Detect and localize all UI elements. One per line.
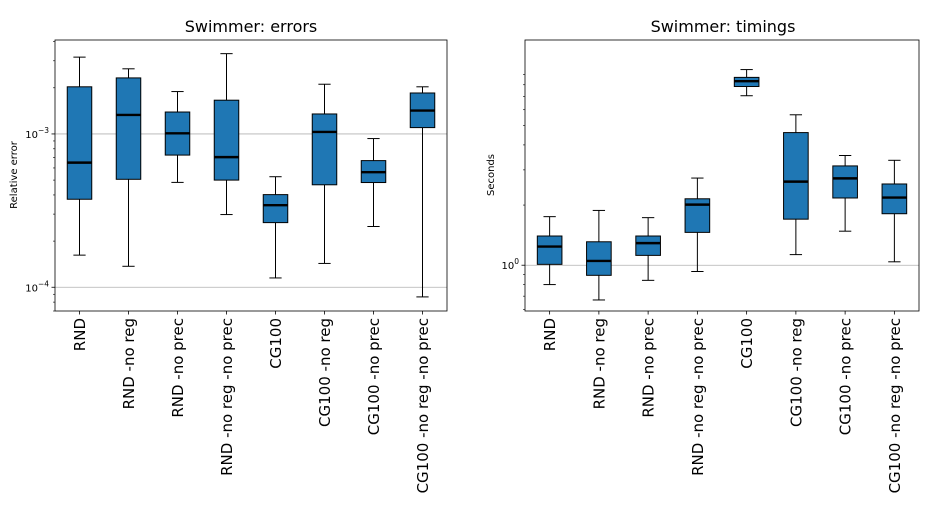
errors-x-tick-label: RND -no reg -no prec xyxy=(218,318,236,476)
errors-box-7 xyxy=(360,138,387,228)
timings-y-ticks: 100 xyxy=(501,74,525,310)
timings-x-tick-label: RND -no reg xyxy=(590,318,608,409)
timings-box-1 xyxy=(536,216,563,286)
timings-boxes xyxy=(536,69,908,301)
iqr-box xyxy=(66,86,93,200)
iqr-box xyxy=(635,235,661,256)
errors-y-tick-label: 10−4 xyxy=(25,279,49,294)
errors-box-5 xyxy=(262,176,289,279)
errors-y-ticks: 10−4 10−3 xyxy=(25,41,55,312)
timings-x-tick-label: CG100 -no prec xyxy=(837,318,855,435)
timings-box-2 xyxy=(586,209,612,301)
errors-chart-title: Swimmer: errors xyxy=(185,17,318,36)
iqr-box xyxy=(832,165,858,199)
timings-x-tick-label: RND -no reg -no prec xyxy=(689,318,707,476)
timings-box-3 xyxy=(635,217,661,281)
errors-x-tick-label: CG100 -no prec xyxy=(365,318,383,435)
errors-panel: Swimmer: errors Relative error 10−410−3 … xyxy=(9,17,448,493)
timings-x-ticks: RND RND -no reg RND -no prec RND -no reg -n… xyxy=(541,311,904,493)
timings-box-6 xyxy=(783,114,809,256)
iqr-box xyxy=(115,77,142,180)
errors-box-1 xyxy=(66,56,93,256)
errors-plot-frame xyxy=(54,39,448,312)
timings-x-tick-label: RND xyxy=(541,318,559,351)
iqr-box xyxy=(783,132,809,220)
timings-panel: Swimmer: timings Seconds 100 RND RND -no … xyxy=(486,17,920,493)
timings-plot-frame xyxy=(524,39,920,312)
timings-box-5 xyxy=(733,69,760,97)
timings-x-tick-label: CG100 -no reg xyxy=(787,318,805,427)
iqr-box xyxy=(586,241,612,276)
timings-chart-title: Swimmer: timings xyxy=(651,17,796,36)
errors-x-tick-label: RND -no reg xyxy=(120,318,138,409)
iqr-box xyxy=(881,183,908,215)
iqr-box xyxy=(536,235,563,265)
errors-y-axis-label: Relative error xyxy=(9,140,20,209)
timings-box-4 xyxy=(684,177,711,273)
errors-boxes xyxy=(66,53,436,298)
errors-box-6 xyxy=(311,83,338,264)
timings-x-tick-label: CG100 -no reg -no prec xyxy=(886,318,904,493)
iqr-box xyxy=(213,99,240,181)
iqr-box xyxy=(311,113,338,186)
errors-y-tick-label: 10−3 xyxy=(25,126,49,141)
timings-x-tick-label: CG100 xyxy=(738,318,756,369)
errors-box-3 xyxy=(164,91,191,183)
errors-x-tick-label: CG100 xyxy=(267,318,285,369)
errors-box-2 xyxy=(115,68,142,267)
iqr-box xyxy=(262,194,289,224)
errors-x-ticks: RND RND -no reg RND -no prec RND -no reg -n… xyxy=(71,311,432,493)
errors-x-tick-label: CG100 -no reg -no prec xyxy=(414,318,432,493)
timings-box-8 xyxy=(881,159,908,263)
errors-box-8 xyxy=(409,86,436,298)
timings-y-tick-label: 100 xyxy=(501,257,519,272)
timings-y-axis-label: Seconds xyxy=(486,154,497,196)
timings-box-7 xyxy=(832,155,858,232)
errors-box-4 xyxy=(213,53,240,216)
timings-x-tick-label: RND -no prec xyxy=(640,318,658,418)
errors-x-tick-label: RND -no prec xyxy=(169,318,187,418)
errors-x-tick-label: RND xyxy=(71,318,89,351)
errors-grid xyxy=(55,133,447,288)
errors-x-tick-label: CG100 -no reg xyxy=(316,318,334,427)
